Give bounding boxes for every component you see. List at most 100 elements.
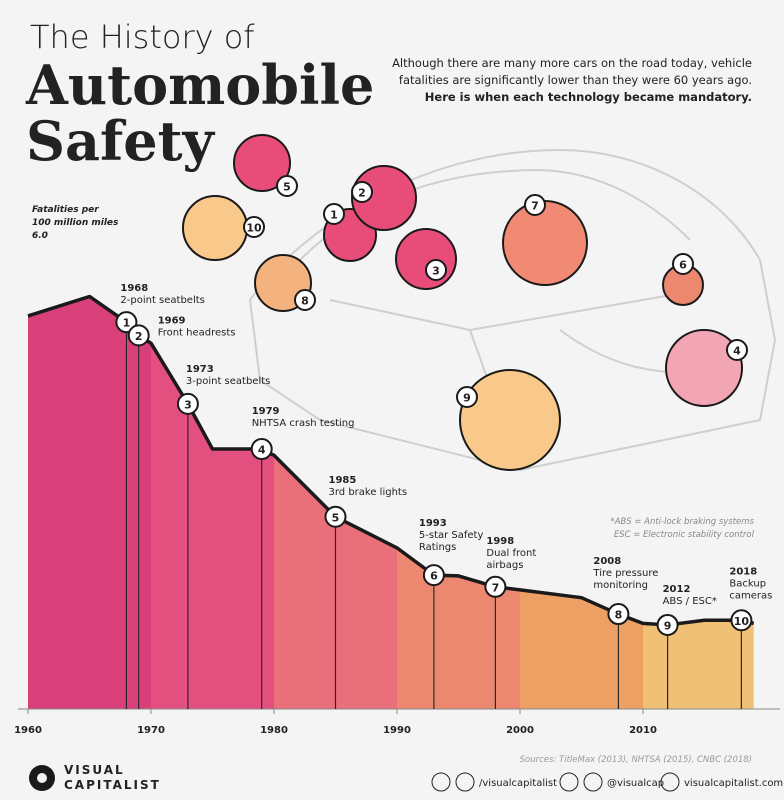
x-tick-label: 1960 bbox=[14, 725, 42, 736]
logo bbox=[37, 773, 47, 783]
icon-number: 7 bbox=[531, 200, 539, 213]
milestone-marker bbox=[115, 311, 138, 334]
icon-circle bbox=[233, 134, 291, 192]
x-tick-label: 2010 bbox=[629, 725, 657, 736]
web-icon[interactable] bbox=[660, 772, 680, 792]
milestone-year: 1998 bbox=[486, 536, 514, 547]
icon-circle bbox=[395, 228, 457, 290]
milestone-number: 4 bbox=[258, 444, 266, 457]
icon-badge bbox=[425, 259, 447, 281]
milestone-marker bbox=[250, 438, 273, 461]
milestone-label: Ratings bbox=[419, 542, 456, 553]
y-axis-label: 100 million miles bbox=[32, 218, 119, 228]
icon-number: 5 bbox=[283, 181, 291, 194]
note: *ABS = Anti-lock braking systems bbox=[610, 517, 754, 527]
icon-number: 1 bbox=[330, 209, 338, 222]
milestone-label: Tire pressure bbox=[592, 568, 658, 579]
milestone-marker bbox=[656, 613, 679, 636]
milestone-marker bbox=[730, 609, 753, 632]
youtube-icon[interactable] bbox=[455, 772, 475, 792]
icon-badge bbox=[726, 339, 748, 361]
milestone-label: monitoring bbox=[593, 580, 648, 591]
icon-number: 3 bbox=[432, 265, 440, 278]
icon-badge bbox=[351, 181, 373, 203]
y-axis-label: Fatalities per bbox=[32, 205, 99, 215]
x-tick-label: 1980 bbox=[260, 725, 288, 736]
milestone-marker bbox=[324, 505, 347, 528]
milestone-label: cameras bbox=[729, 590, 772, 601]
x-tick-label: 1970 bbox=[137, 725, 165, 736]
icon-number: 8 bbox=[301, 295, 309, 308]
milestone-number: 6 bbox=[430, 570, 438, 583]
milestone-year: 2012 bbox=[663, 584, 691, 595]
description: fatalities are significantly lower than … bbox=[399, 73, 752, 87]
milestone-year: 1973 bbox=[186, 364, 214, 375]
icon-number: 4 bbox=[733, 345, 741, 358]
milestone-year: 2008 bbox=[593, 556, 621, 567]
milestone-marker bbox=[484, 575, 507, 598]
milestone-number: 9 bbox=[664, 619, 672, 632]
icon-number: 2 bbox=[358, 187, 366, 200]
milestone-number: 3 bbox=[184, 398, 192, 411]
note: ESC = Electronic stability control bbox=[614, 530, 755, 540]
milestone-year: 1985 bbox=[329, 475, 357, 486]
milestone-label: 2-point seatbelts bbox=[120, 295, 204, 306]
x-tick-label: 1990 bbox=[383, 725, 411, 736]
milestone-year: 1979 bbox=[252, 406, 280, 417]
milestone-year: 1969 bbox=[158, 315, 186, 326]
title-main: Safety bbox=[26, 109, 216, 173]
milestone-label: 5-star Safety bbox=[419, 530, 484, 541]
brand: VISUAL bbox=[64, 763, 125, 777]
source: Sources: TitleMax (2013), NHTSA (2015), … bbox=[520, 755, 752, 765]
icon-badge bbox=[323, 203, 345, 225]
milestone-label: airbags bbox=[486, 560, 523, 571]
icon-number: 9 bbox=[463, 392, 471, 405]
milestone-label: 3-point seatbelts bbox=[186, 376, 270, 387]
icon-badge bbox=[243, 216, 265, 238]
milestone-number: 8 bbox=[615, 609, 623, 622]
social-handle[interactable]: @visualcap bbox=[607, 778, 664, 789]
milestone-label: Backup bbox=[729, 578, 766, 589]
icon-circle bbox=[459, 369, 561, 471]
description: Although there are many more cars on the… bbox=[392, 56, 752, 70]
icon-badge bbox=[294, 289, 316, 311]
icon-circle bbox=[351, 165, 417, 231]
icon-number: 6 bbox=[679, 259, 687, 272]
icon-number: 10 bbox=[246, 222, 262, 235]
brand: CAPITALIST bbox=[64, 778, 161, 792]
milestone-year: 1993 bbox=[419, 518, 447, 529]
milestone-marker bbox=[176, 392, 199, 415]
milestone-marker bbox=[422, 564, 445, 587]
icon-badge bbox=[276, 175, 298, 197]
icon-badge bbox=[456, 386, 478, 408]
milestone-number: 1 bbox=[123, 317, 131, 330]
milestone-label: NHTSA crash testing bbox=[252, 418, 355, 429]
decade-band bbox=[28, 296, 151, 709]
social-handle[interactable]: /visualcapitalist bbox=[479, 778, 557, 789]
title-line: The History of bbox=[30, 18, 255, 56]
y-tick-label: 6.0 bbox=[32, 231, 48, 241]
milestone-marker bbox=[607, 603, 630, 626]
milestone-marker bbox=[127, 324, 150, 347]
milestone-year: 2018 bbox=[729, 566, 757, 577]
x-tick-label: 2000 bbox=[506, 725, 534, 736]
facebook-icon[interactable] bbox=[431, 772, 451, 792]
milestone-label: 3rd brake lights bbox=[329, 487, 408, 498]
twitter-icon[interactable] bbox=[559, 772, 579, 792]
icon-badge bbox=[524, 194, 546, 216]
milestone-number: 7 bbox=[492, 581, 500, 594]
milestone-label: Dual front bbox=[486, 548, 536, 559]
website[interactable]: visualcapitalist.com bbox=[684, 778, 783, 789]
milestone-label: ABS / ESC* bbox=[663, 596, 717, 607]
instagram-icon[interactable] bbox=[583, 772, 603, 792]
icon-circle bbox=[182, 195, 248, 261]
icon-badge bbox=[672, 253, 694, 275]
milestone-number: 2 bbox=[135, 330, 143, 343]
title-main: Automobile bbox=[25, 53, 374, 117]
icon-circle bbox=[665, 329, 743, 407]
footer: VISUAL CAPITALIST /visualcapitalist @vis… bbox=[29, 763, 783, 792]
milestone-year: 1968 bbox=[120, 283, 148, 294]
icon-circle bbox=[502, 200, 588, 286]
milestone-number: 5 bbox=[332, 511, 340, 524]
